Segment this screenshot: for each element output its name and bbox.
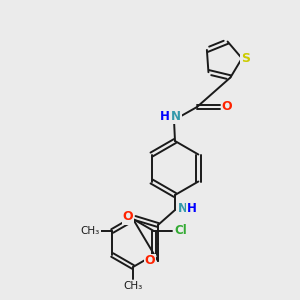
Text: S: S xyxy=(242,52,250,65)
Text: Cl: Cl xyxy=(174,224,187,238)
Text: O: O xyxy=(222,100,232,113)
Text: CH₃: CH₃ xyxy=(123,281,142,291)
Text: O: O xyxy=(145,254,155,268)
Text: H: H xyxy=(160,110,170,124)
Text: CH₃: CH₃ xyxy=(81,226,100,236)
Text: N: N xyxy=(178,202,188,214)
Text: H: H xyxy=(187,202,197,214)
Text: O: O xyxy=(123,211,133,224)
Text: N: N xyxy=(171,110,181,124)
